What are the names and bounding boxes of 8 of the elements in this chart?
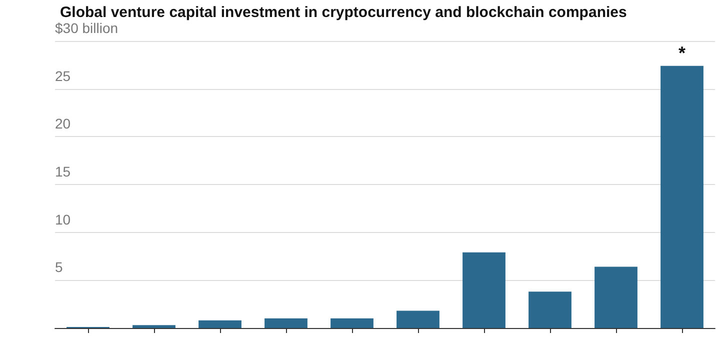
y-tick-label: $30 billion — [55, 20, 118, 36]
annotation: * — [678, 42, 686, 63]
y-tick-label: 5 — [55, 259, 63, 276]
y-tick-label: 15 — [55, 164, 71, 180]
y-tick-label: 10 — [55, 211, 71, 228]
y-tick-label: 20 — [55, 116, 71, 132]
y-tick-label: 25 — [55, 68, 71, 84]
chart-title: Global venture capital investment in cryptocurrency and blockchain companies — [60, 4, 627, 21]
